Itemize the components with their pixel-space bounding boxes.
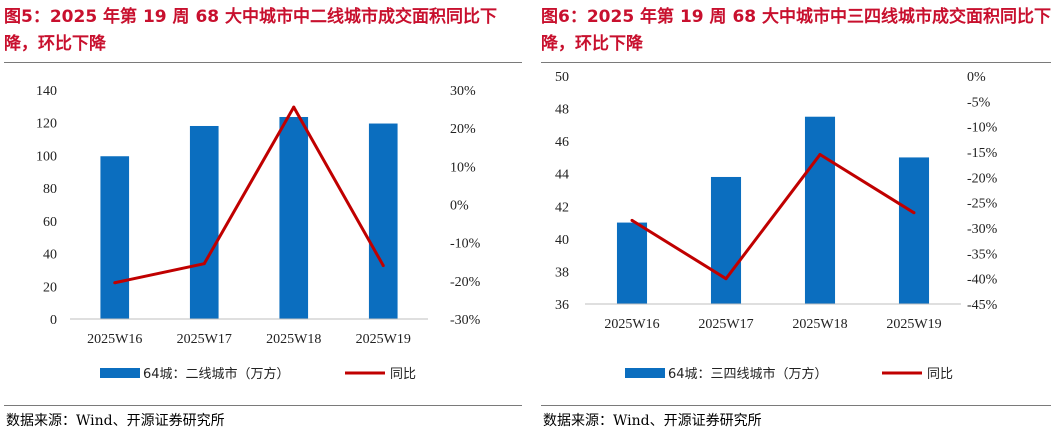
x-tick-label: 2025W17 <box>698 317 753 332</box>
y-right-tick-label: -10% <box>967 121 998 136</box>
bar <box>368 123 398 320</box>
y-right-tick-label: -45% <box>967 298 998 313</box>
yoy-line <box>114 105 385 285</box>
y-right-tick-label: 20% <box>450 122 476 137</box>
y-left-tick-label: 48 <box>555 103 569 118</box>
y-left-tick-label: 46 <box>555 135 569 150</box>
bar <box>804 116 836 304</box>
y-left-tick-label: 0 <box>50 313 57 328</box>
x-tick-label: 2025W18 <box>266 332 321 347</box>
y-right-tick-label: 0% <box>450 199 469 214</box>
y-right-tick-label: -35% <box>967 247 998 262</box>
y-left-tick-label: 40 <box>43 248 57 263</box>
y-right-tick-label: -10% <box>450 237 481 252</box>
y-left-tick-label: 36 <box>555 298 569 313</box>
bar <box>279 116 309 319</box>
source-note: 数据来源：Wind、开源证券研究所 <box>6 413 225 429</box>
source-note: 数据来源：Wind、开源证券研究所 <box>543 413 762 429</box>
y-left-tick-label: 80 <box>43 182 57 197</box>
y-right-tick-label: -25% <box>967 197 998 212</box>
x-tick-label: 2025W16 <box>604 317 659 332</box>
y-right-tick-label: -20% <box>450 275 481 290</box>
yoy-point <box>292 105 296 109</box>
yoy-point <box>113 281 117 285</box>
y-left-tick-label: 100 <box>36 149 57 164</box>
bar <box>100 156 130 319</box>
bar <box>616 222 648 304</box>
y-right-tick-label: 0% <box>967 70 986 85</box>
y-left-tick-label: 44 <box>555 168 569 183</box>
y-left-tick-label: 120 <box>36 117 57 132</box>
x-tick-label: 2025W17 <box>177 332 232 347</box>
y-left-tick-label: 38 <box>555 265 569 280</box>
yoy-point <box>818 153 822 157</box>
y-left-tick-label: 60 <box>43 215 57 230</box>
chart-area: 0 20 40 60 80 100 120 140 -30% -20% -10% 0% 10% 20% 30… <box>36 84 481 382</box>
y-right-tick-label: 30% <box>450 84 476 99</box>
yoy-point <box>202 262 206 266</box>
legend-bar-label: 64城：三四线城市（万方） <box>668 366 828 382</box>
yoy-point <box>630 218 634 222</box>
bar <box>898 157 930 304</box>
top-rule <box>4 62 522 63</box>
y-right-tick-label: -30% <box>967 222 998 237</box>
bottom-rule <box>541 405 1051 406</box>
chart-panel-left: 图5：2025 年第 19 周 68 大中城市中二线城市成交面积同比下降，环比下… <box>0 0 528 436</box>
y-right-tick-label: 10% <box>450 160 476 175</box>
legend-bar-label: 64城：二线城市（万方） <box>143 366 290 382</box>
chart-area: 36 38 40 42 44 46 48 50 -45% -40% -35% -30% -25% -20%… <box>555 70 998 382</box>
y-left-tick-label: 50 <box>555 70 569 85</box>
top-rule <box>541 62 1051 63</box>
bar <box>189 125 219 319</box>
x-tick-label: 2025W18 <box>792 317 847 332</box>
yoy-point <box>724 277 728 281</box>
bar <box>710 176 742 304</box>
chart-title: 图5：2025 年第 19 周 68 大中城市中二线城市成交面积同比下降，环比下… <box>4 7 498 54</box>
yoy-line <box>631 153 915 281</box>
legend-line-label: 同比 <box>390 367 416 382</box>
x-tick-label: 2025W16 <box>87 332 142 347</box>
legend-bar-swatch <box>100 368 140 378</box>
yoy-point <box>381 264 385 268</box>
y-right-tick-label: -40% <box>967 273 998 288</box>
y-right-tick-label: -5% <box>967 95 991 110</box>
y-left-tick-label: 20 <box>43 280 57 295</box>
chart-title: 图6：2025 年第 19 周 68 大中城市中三四线城市成交面积同比下降，环比… <box>541 7 1052 54</box>
chart-panel-right: 图6：2025 年第 19 周 68 大中城市中三四线城市成交面积同比下降，环比… <box>537 0 1057 436</box>
x-tick-label: 2025W19 <box>886 317 941 332</box>
y-right-tick-label: -15% <box>967 146 998 161</box>
y-right-tick-label: -20% <box>967 171 998 186</box>
yoy-point <box>912 211 916 215</box>
x-tick-label: 2025W19 <box>356 332 411 347</box>
y-right-tick-label: -30% <box>450 313 481 328</box>
legend-bar-swatch <box>625 368 665 378</box>
y-left-tick-label: 140 <box>36 84 57 99</box>
y-left-tick-label: 42 <box>555 200 569 215</box>
bottom-rule <box>4 405 522 406</box>
legend-line-label: 同比 <box>927 367 953 382</box>
y-left-tick-label: 40 <box>555 233 569 248</box>
